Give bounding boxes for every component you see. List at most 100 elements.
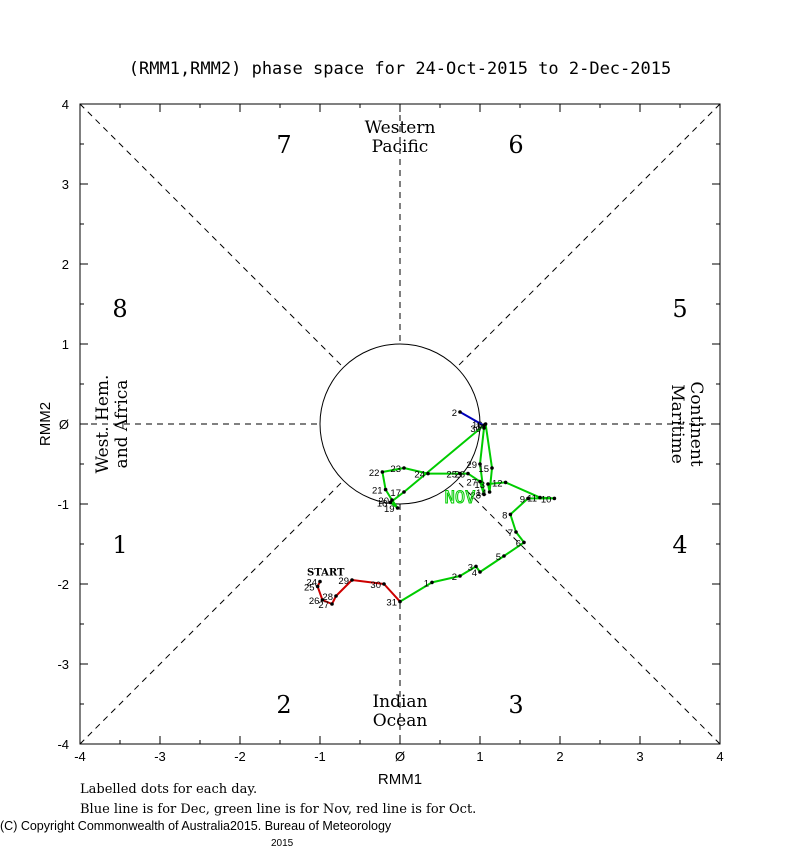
- y-tick-label: -3: [57, 657, 69, 672]
- chart-title: (RMM1,RMM2) phase space for 24-Oct-2015 …: [129, 59, 671, 79]
- day-label: 29: [338, 576, 349, 587]
- day-dot: [318, 579, 322, 584]
- day-label: 18: [377, 498, 388, 509]
- phase-guides: [79, 103, 721, 745]
- day-label: 30: [370, 580, 381, 591]
- day-label: 11: [527, 494, 537, 505]
- day-label: 4: [472, 568, 477, 579]
- x-tick-label: Ø: [395, 749, 405, 764]
- guide-diagonal-sw: [79, 480, 344, 745]
- day-dot: [478, 462, 482, 466]
- day-dot: [458, 410, 462, 414]
- day-label: 9: [520, 494, 525, 505]
- phase-number-4: 4: [672, 531, 687, 559]
- day-dot: [382, 582, 386, 586]
- day-label: 19: [384, 504, 395, 515]
- day-dot: [402, 466, 406, 470]
- phase-number-2: 2: [276, 691, 291, 719]
- day-label: 6: [516, 538, 521, 549]
- day-label: 17: [390, 488, 401, 499]
- series-line-dec: [459, 411, 485, 427]
- guide-diagonal-se: [456, 480, 721, 745]
- x-tick-label: 1: [476, 749, 483, 764]
- day-label: 30: [470, 424, 481, 435]
- y-tick-label: 1: [62, 337, 69, 352]
- day-dot: [482, 492, 486, 497]
- region-bottom-line2: Ocean: [373, 711, 428, 731]
- day-dot: [487, 490, 492, 494]
- region-left-line2: and Africa: [112, 380, 132, 469]
- phase-number-7: 7: [276, 131, 291, 159]
- day-label: 31: [386, 598, 397, 609]
- x-tick-label: 3: [636, 749, 643, 764]
- guide-diagonal-ne: [456, 103, 721, 368]
- day-dot: [330, 602, 334, 606]
- y-tick-label: -2: [57, 577, 69, 592]
- day-dot: [315, 584, 320, 589]
- day-label: 28: [322, 592, 333, 603]
- day-dot: [334, 594, 338, 598]
- day-label: 13: [474, 480, 485, 491]
- day-dot: [474, 564, 478, 569]
- series-line-oct: [316, 579, 401, 605]
- y-tick-label: 2: [62, 257, 69, 272]
- day-dot: [430, 580, 434, 585]
- day-label: 2: [452, 408, 457, 419]
- day-label: 22: [369, 468, 380, 479]
- phase-number-6: 6: [508, 131, 523, 159]
- guide-diagonal-nw: [79, 103, 344, 368]
- day-label: 12: [492, 478, 503, 489]
- day-label: 14: [476, 488, 487, 499]
- day-dot: [508, 512, 513, 517]
- day-dot: [458, 471, 462, 476]
- region-top-line2: Pacific: [372, 137, 429, 157]
- day-label: 24: [414, 470, 425, 481]
- day-label: 24: [306, 578, 317, 589]
- day-dot: [426, 471, 430, 476]
- day-dot: [538, 495, 542, 500]
- day-dot: [390, 498, 394, 502]
- day-dot: [514, 530, 518, 534]
- day-label: 27: [318, 600, 329, 611]
- y-tick-label: 4: [62, 97, 69, 112]
- x-tick-label: 2: [556, 749, 563, 764]
- day-dot: [478, 479, 482, 484]
- day-label: 26: [309, 596, 320, 607]
- y-tick-label: 3: [62, 177, 69, 192]
- day-dot: [383, 487, 388, 492]
- day-label: 27: [466, 478, 477, 489]
- x-tick-label: -4: [74, 749, 86, 764]
- y-tick-label: -1: [57, 497, 69, 512]
- day-label: 1: [476, 422, 481, 433]
- x-tick-label: -3: [154, 749, 166, 764]
- day-label: 25: [304, 582, 315, 593]
- phase-number-3: 3: [508, 691, 523, 719]
- day-label: 29: [466, 460, 477, 471]
- day-label: 20: [378, 496, 389, 507]
- region-top-line1: Western: [365, 118, 436, 138]
- day-dot: [482, 423, 486, 428]
- phase-number-5: 5: [672, 295, 687, 323]
- x-tick-label: -2: [234, 749, 246, 764]
- region-right-line1: Maritime: [667, 384, 687, 464]
- day-label: 15: [478, 464, 489, 475]
- day-label: 23: [390, 464, 401, 475]
- copyright-year: 2015: [271, 838, 294, 849]
- day-label: 16: [472, 420, 483, 431]
- day-label: 21: [372, 486, 383, 497]
- note-line-colors: Blue line is for Dec, green line is for …: [80, 802, 476, 817]
- region-right-line2: Continent: [686, 381, 706, 466]
- copyright-text: (C) Copyright Commonwealth of Australia2…: [0, 819, 392, 833]
- region-left-line1: West. Hem.: [93, 375, 113, 474]
- day-dot: [395, 506, 400, 510]
- x-tick-label: 4: [716, 749, 723, 764]
- day-dot: [402, 490, 406, 494]
- day-dot: [490, 466, 494, 470]
- day-label: 7: [508, 528, 513, 539]
- phase-number-8: 8: [112, 295, 127, 323]
- day-dot: [522, 540, 526, 545]
